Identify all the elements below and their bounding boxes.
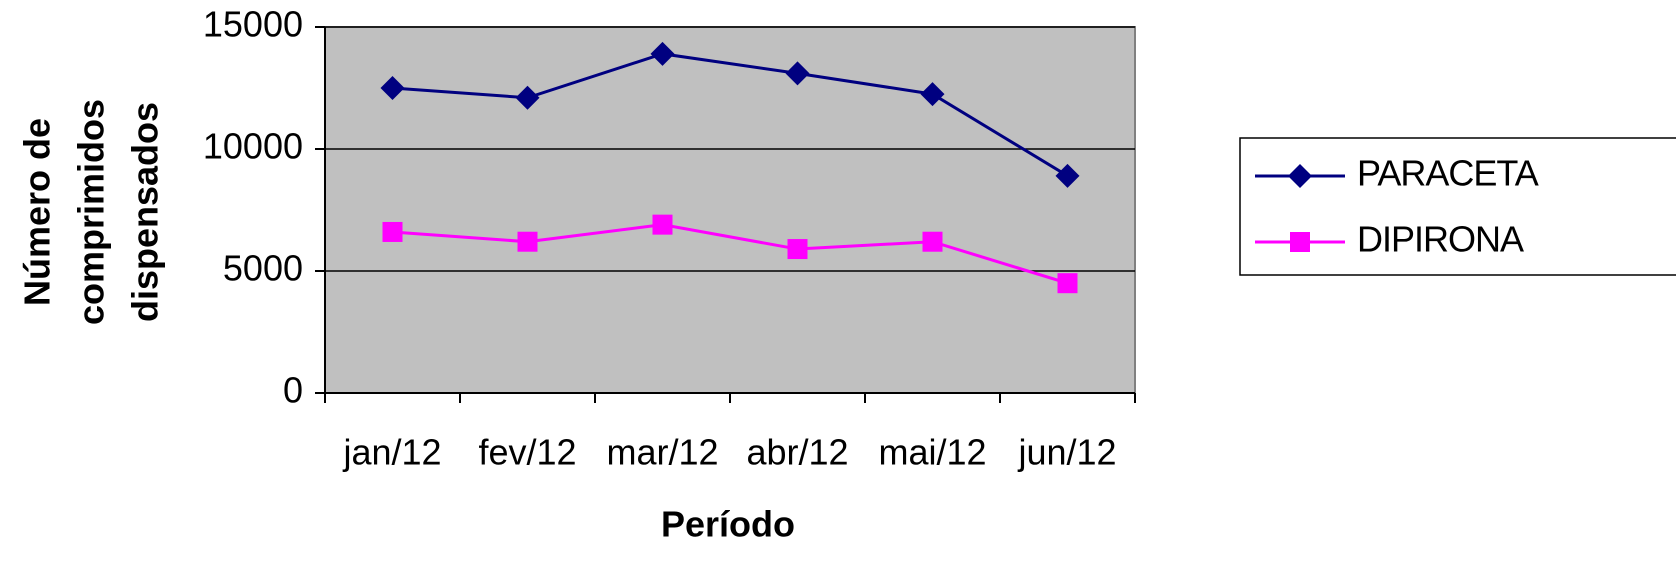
x-tick-label: jan/12 (342, 432, 441, 473)
x-tick-label: mar/12 (606, 432, 718, 473)
point-marker (515, 85, 540, 110)
x-tick-label: mai/12 (878, 432, 986, 473)
point-marker (650, 41, 675, 66)
point-marker (920, 82, 945, 107)
x-tick-label: fev/12 (478, 432, 576, 473)
point-marker (380, 76, 405, 100)
plot-area (324, 26, 1136, 394)
legend-label: PARACETA (1357, 153, 1539, 194)
legend: PARACETA DIPIRONA (1239, 137, 1676, 276)
point-marker (1055, 163, 1080, 188)
point-marker (517, 231, 538, 252)
legend-label: DIPIRONA (1357, 219, 1524, 260)
y-tick-label: 5000 (223, 248, 303, 289)
y-axis-title-line: Número de (17, 118, 58, 306)
point-marker (1057, 273, 1078, 294)
x-tick-label: jun/12 (1017, 432, 1116, 473)
series-line (392, 52, 1069, 178)
y-tick-label: 0 (283, 370, 303, 411)
point-marker (922, 231, 943, 252)
legend-box (1239, 137, 1676, 276)
point-marker (382, 221, 403, 242)
point-marker (1288, 164, 1312, 188)
x-tick-label: abr/12 (746, 432, 848, 473)
y-tick-label: 10000 (203, 126, 303, 167)
y-axis-title: Número de comprimidos dispensados (17, 99, 166, 325)
x-axis-title: Período (661, 504, 795, 545)
point-marker (787, 239, 808, 260)
y-axis-title-line: comprimidos (71, 99, 112, 325)
series-line (392, 223, 1068, 285)
point-marker (1290, 232, 1310, 252)
point-marker (652, 214, 673, 235)
point-marker (785, 61, 810, 86)
y-axis-title-line: dispensados (125, 102, 166, 322)
y-tick-label: 15000 (203, 4, 303, 45)
